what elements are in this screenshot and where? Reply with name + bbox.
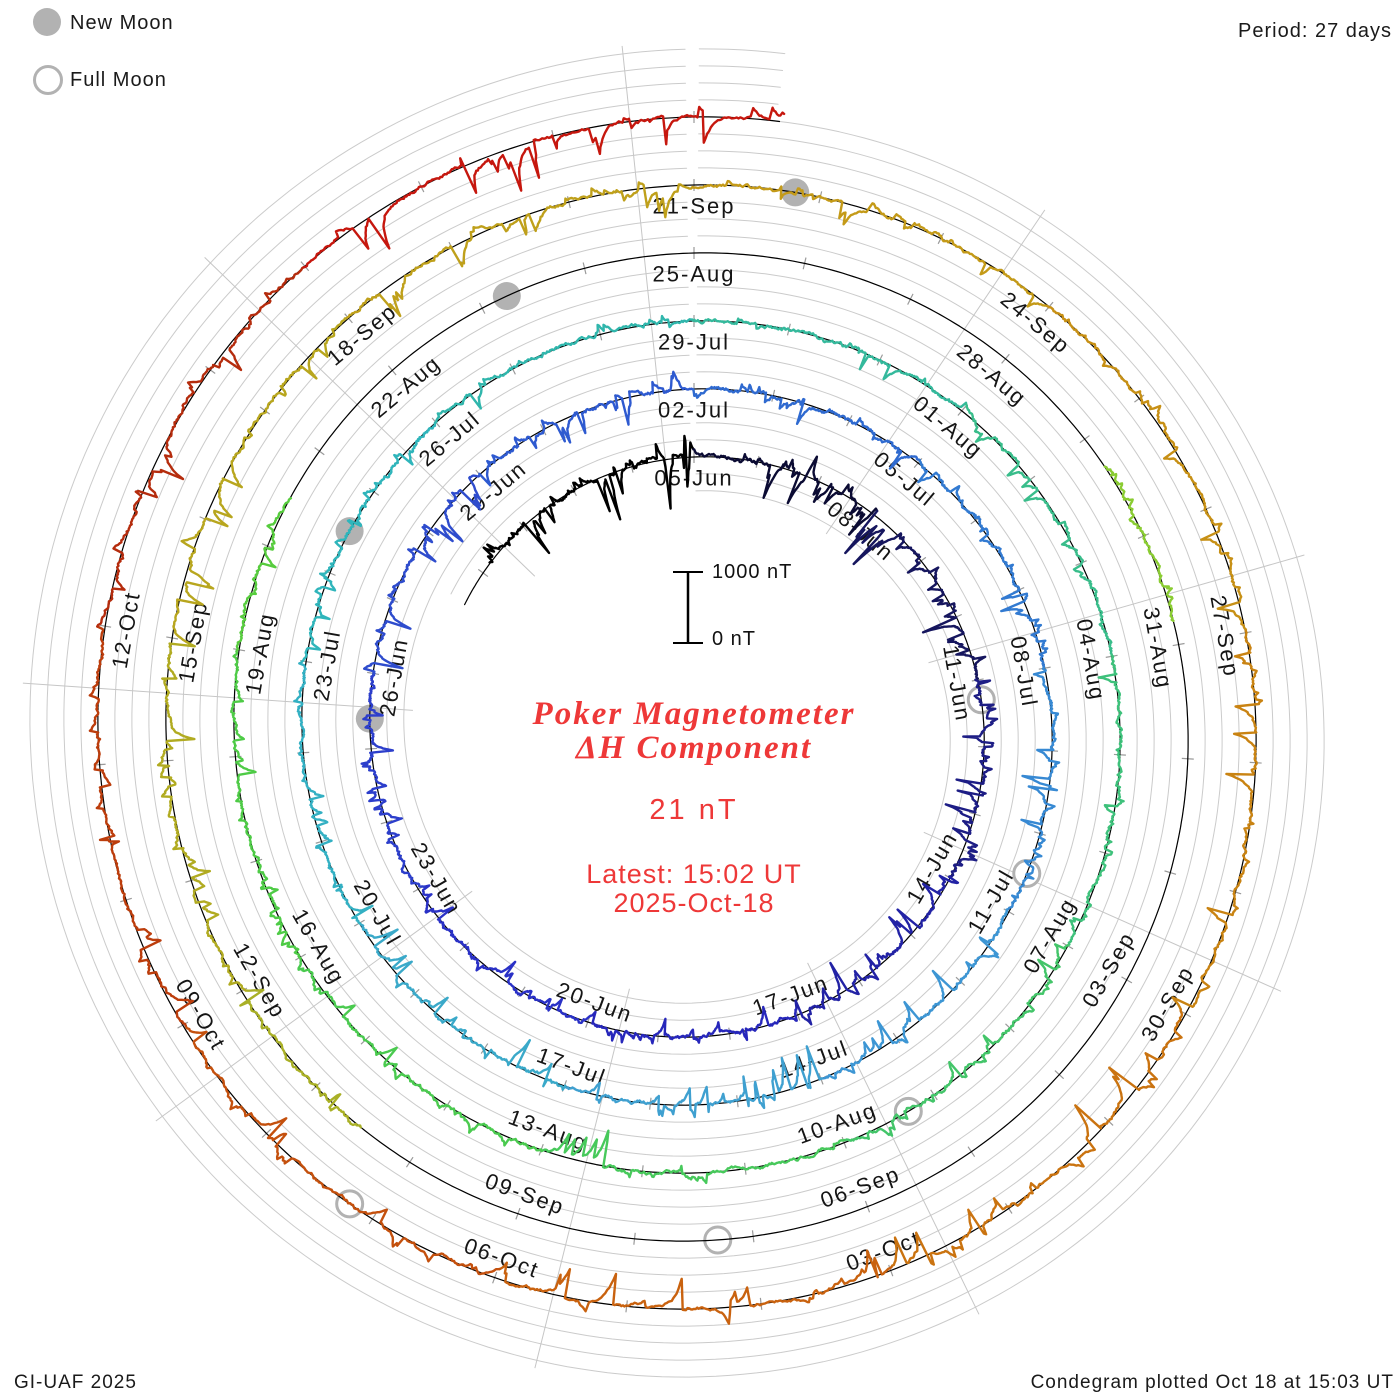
plot-title-line2: ΔH Component (575, 730, 813, 766)
date-label-06-Sep: 06-Sep (817, 1161, 904, 1213)
legend-new-moon-label: New Moon (70, 12, 174, 34)
date-label-09-Oct: 09-Oct (171, 975, 232, 1055)
new-moon-icon (33, 8, 61, 41)
plotted-note: Condegram plotted Oct 18 at 15:03 UT (1030, 1372, 1394, 1393)
date-label-03-Oct: 03-Oct (843, 1226, 925, 1276)
plot-title-line1: Poker Magnetometer (532, 696, 856, 732)
scalebar-bottom-label: 0 nT (712, 628, 757, 650)
date-label-24-Sep: 24-Sep (996, 287, 1076, 359)
latest-date: 2025-Oct-18 (613, 888, 775, 918)
current-value: 21 nT (649, 794, 739, 826)
date-label-30-Sep: 30-Sep (1136, 961, 1199, 1045)
date-label-02-Jul: 02-Jul (658, 398, 730, 423)
date-label-25-Aug: 25-Aug (653, 262, 736, 287)
credit-text: GI-UAF 2025 (14, 1372, 137, 1393)
date-label-09-Sep: 09-Sep (482, 1168, 569, 1220)
date-label-10-Aug: 10-Aug (794, 1097, 881, 1149)
latest-time: Latest: 15:02 UT (586, 859, 802, 889)
date-label-29-Jun: 29-Jun (455, 456, 532, 526)
date-label-13-Aug: 13-Aug (505, 1104, 592, 1156)
date-label-20-Jun: 20-Jun (553, 977, 636, 1028)
date-label-26-Jul: 26-Jul (414, 406, 485, 471)
legend-full-moon-label: Full Moon (70, 69, 167, 91)
date-label-12-Sep: 12-Sep (228, 939, 291, 1023)
date-label-28-Aug: 28-Aug (952, 339, 1032, 411)
scalebar-top-label: 1000 nT (712, 561, 793, 583)
date-label-17-Jun: 17-Jun (749, 970, 832, 1021)
date-label-06-Oct: 06-Oct (461, 1233, 543, 1283)
date-label-29-Jul: 29-Jul (658, 330, 730, 355)
full-moon-icon (33, 65, 63, 100)
period-note: Period: 27 days (1238, 20, 1392, 42)
